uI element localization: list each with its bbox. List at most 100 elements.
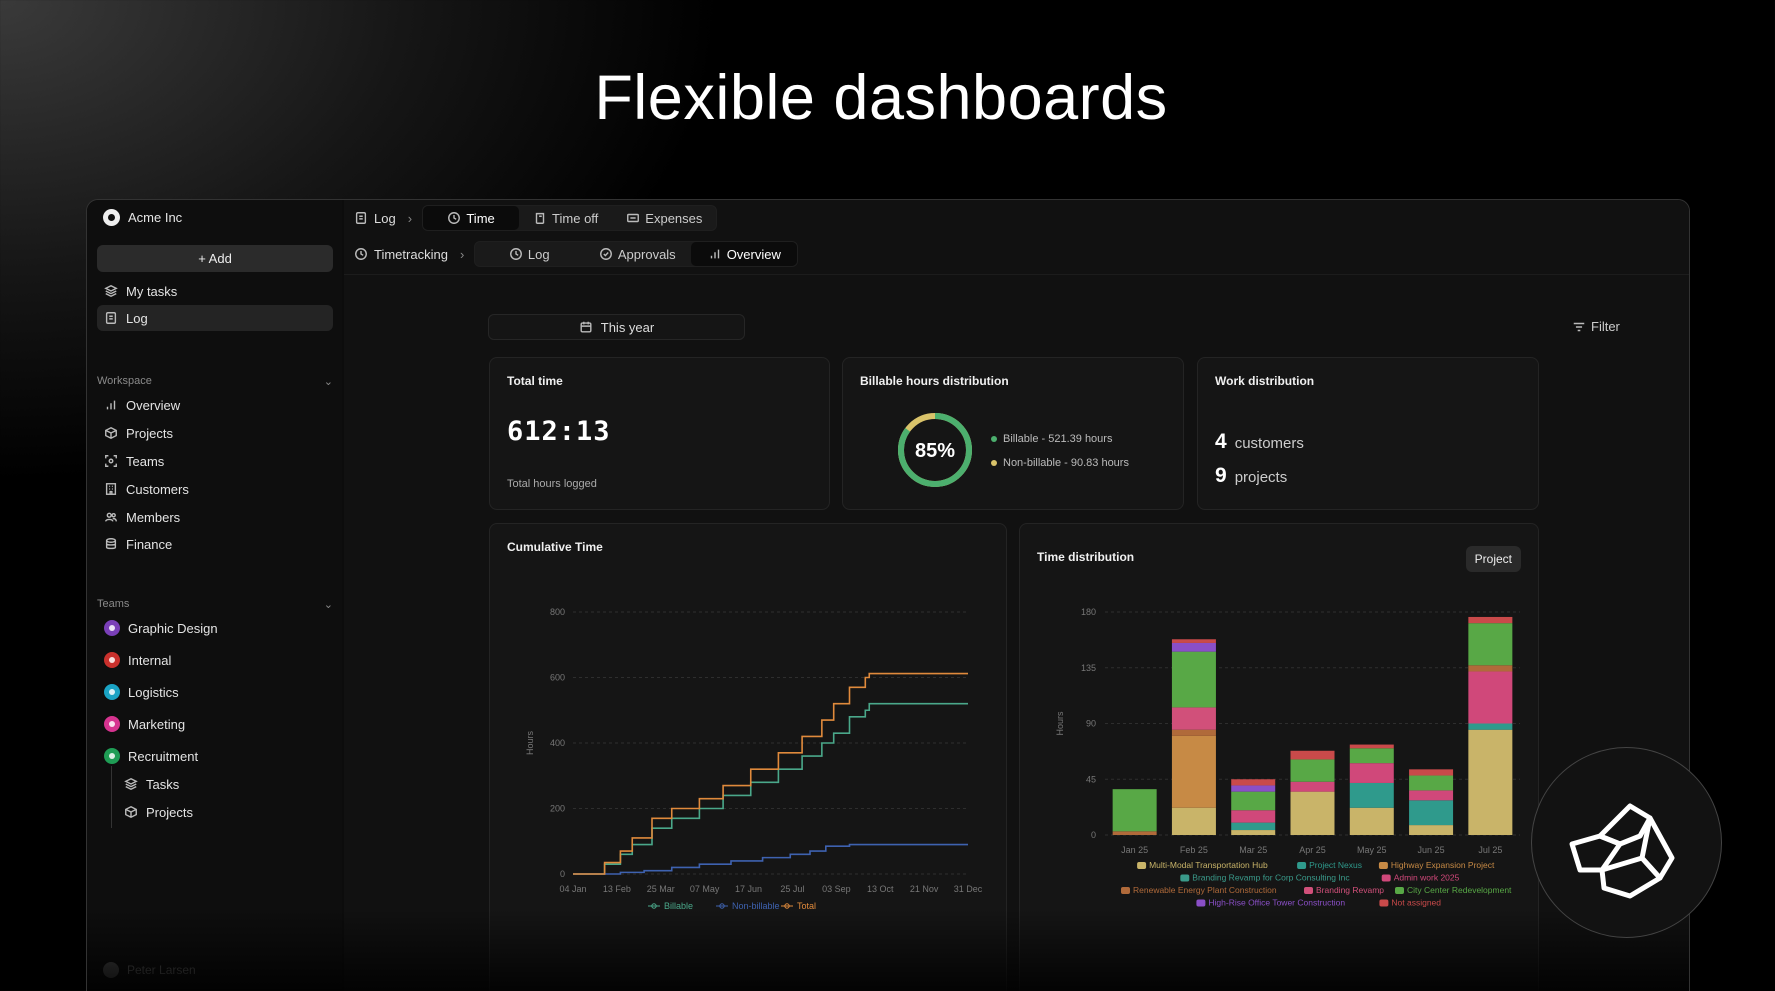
sidebar-item-members[interactable]: Members [97, 504, 333, 530]
sidebar-item-customers[interactable]: Customers [97, 476, 333, 502]
card-title: Work distribution [1215, 374, 1315, 388]
projects-count: 9 [1215, 464, 1227, 487]
tab-overview[interactable]: Overview [691, 242, 798, 266]
total-time-caption: Total hours logged [507, 478, 597, 490]
sidebar-item-projects[interactable]: Projects [97, 420, 333, 446]
legend-swatch [1395, 887, 1404, 894]
log-icon [104, 311, 118, 325]
cube-icon [104, 426, 118, 440]
x-tick-label: Mar 25 [1239, 845, 1267, 855]
y-tick-label: 400 [550, 738, 565, 748]
legend-label: Not assigned [1391, 898, 1441, 908]
building-icon [104, 482, 118, 496]
x-tick-label: 04 Jan [559, 884, 586, 894]
sidebar: Acme Inc + Add My tasks Log Workspace ⌄ … [87, 200, 342, 991]
x-tick-label: May 25 [1357, 845, 1387, 855]
legend-label: Branding Revamp for Corp Consulting Inc [1192, 873, 1350, 883]
work-distribution-card: Work distribution 4 customers 9 projects [1197, 357, 1539, 510]
legend-label: Non-billable [732, 901, 780, 911]
sidebar-item-team-projects[interactable]: Projects [117, 799, 333, 825]
main-panel: Log › Time Time off Expenses [344, 200, 1689, 991]
x-tick-label: 13 Oct [867, 884, 894, 894]
cumulative-line-chart: 0 200 400 600 800 04 Jan 13 Feb 25 Mar 07 May 17 … [525, 607, 983, 911]
divider [344, 274, 1689, 275]
tab-time[interactable]: Time [423, 206, 520, 230]
calendar-icon [579, 320, 593, 334]
bar-segment [1171, 735, 1216, 808]
sidebar-item-label: Members [126, 509, 181, 525]
tab-approvals[interactable]: Approvals [583, 242, 691, 266]
legend-swatch [1304, 887, 1313, 894]
team-label: Logistics [128, 684, 179, 700]
add-button[interactable]: + Add [97, 245, 333, 272]
team-item-logistics[interactable]: Logistics [97, 679, 333, 705]
tab-time-off[interactable]: Time off [519, 206, 612, 230]
sidebar-item-overview[interactable]: Overview [97, 392, 333, 418]
x-tick-label: 25 Mar [647, 884, 675, 894]
filter-button[interactable]: Filter [1572, 319, 1620, 334]
chevron-down-icon: ⌄ [323, 599, 333, 611]
timetracking-tabs: Log Approvals Overview [474, 241, 799, 267]
members-icon [104, 510, 118, 524]
sidebar-item-label: Projects [146, 804, 193, 820]
sidebar-item-tasks[interactable]: Tasks [117, 771, 333, 797]
hero-title: Flexible dashboards [594, 63, 1168, 133]
sidebar-item-label: Teams [126, 453, 165, 469]
team-icon [104, 454, 118, 468]
bar-segment [1349, 763, 1394, 783]
bar-segment [1349, 748, 1394, 764]
bar-segment [1171, 707, 1216, 730]
workspace-section-toggle[interactable]: Workspace ⌄ [97, 375, 333, 388]
bar-segment [1409, 825, 1454, 835]
sidebar-item-finance[interactable]: Finance [97, 531, 333, 557]
sidebar-item-log[interactable]: Log [97, 305, 333, 331]
bar-segment [1231, 830, 1276, 835]
breadcrumb[interactable]: Log › [344, 211, 422, 226]
legend-swatch [1297, 862, 1307, 869]
projects-stat: 9 projects [1215, 464, 1287, 488]
legend-label: Highway Expansion Project [1391, 860, 1495, 870]
date-range-button[interactable]: This year [488, 314, 745, 340]
bar-segment [1468, 671, 1513, 724]
sidebar-item-teams[interactable]: Teams [97, 448, 333, 474]
teams-section-toggle[interactable]: Teams ⌄ [97, 598, 333, 611]
check-circle-icon [599, 247, 613, 261]
time-distribution-card: Time distribution Project 0 45 90 135 180 Hou… [1019, 523, 1539, 991]
card-title: Time distribution [1037, 550, 1135, 564]
legend-swatch [1379, 899, 1389, 907]
team-item-internal[interactable]: Internal [97, 647, 333, 673]
org-switcher[interactable]: Acme Inc [103, 209, 182, 226]
org-logo-icon [103, 209, 120, 226]
bar-segment [1290, 750, 1335, 760]
y-tick-label: 600 [550, 673, 565, 683]
tab-expenses[interactable]: Expenses [612, 206, 716, 230]
y-tick-label: 200 [550, 804, 565, 814]
team-label: Graphic Design [128, 620, 218, 636]
user-menu[interactable]: Peter Larsen [103, 962, 196, 978]
team-label: Marketing [128, 716, 186, 732]
secondary-nav: Timetracking › Log Approvals Overview [344, 241, 799, 267]
org-name: Acme Inc [128, 210, 183, 225]
y-tick-label: 135 [1081, 663, 1096, 673]
clock-icon [354, 247, 368, 261]
team-item-marketing[interactable]: Marketing [97, 711, 333, 737]
tab-label: Approvals [617, 246, 676, 262]
clock-icon [447, 211, 461, 225]
team-item-recruitment[interactable]: Recruitment [97, 743, 333, 769]
bar-segment [1231, 822, 1276, 831]
sidebar-item-label: Customers [126, 481, 189, 497]
y-tick-label: 45 [1086, 774, 1096, 784]
billable-legend: Billable - 521.39 hours Non-billable - 9… [991, 433, 1129, 469]
tab-log[interactable]: Log [475, 242, 583, 266]
cube-icon [124, 805, 138, 819]
cumulative-time-card: Cumulative Time 0 200 400 600 800 04 Jan 13 Fe… [489, 523, 1007, 991]
projects-label: projects [1234, 469, 1288, 486]
time-distribution-bar-chart: 0 45 90 135 180 Hours Jan 25 Feb 25 Mar 25 Apr 25… [1055, 607, 1520, 908]
breadcrumb[interactable]: Timetracking › [344, 247, 474, 262]
donut-percent: 85% [915, 440, 955, 462]
sidebar-item-my-tasks[interactable]: My tasks [97, 278, 333, 304]
chevron-right-icon: › [407, 210, 413, 226]
team-item-graphic-design[interactable]: Graphic Design [97, 615, 333, 641]
series-line [573, 672, 968, 875]
group-by-project-button[interactable]: Project [1465, 546, 1521, 572]
